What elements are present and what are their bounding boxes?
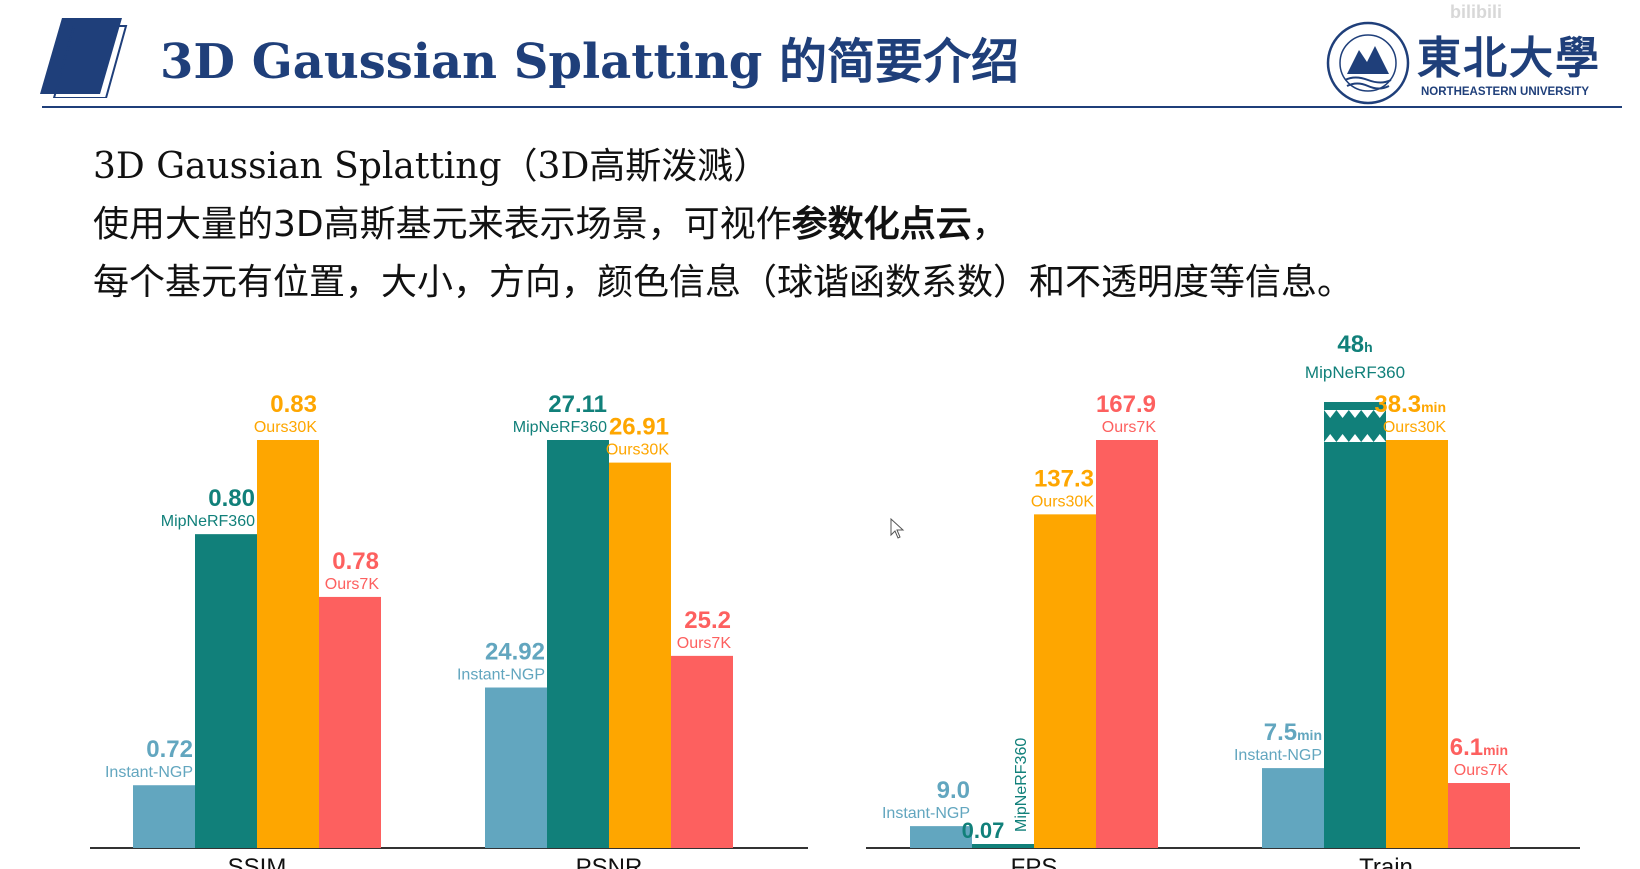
value-label-ssim-ours30k: 0.83 [270, 391, 317, 418]
intro-line-3: 每个基元有位置，大小，方向，颜色信息（球谐函数系数）和不透明度等信息。 [93, 262, 1354, 303]
value-label-psnr-instant-ngp: 24.92 [485, 639, 545, 666]
unit-label: min [1483, 742, 1508, 758]
bar-train-ours7k [1448, 783, 1510, 848]
value-label-fps-instant-ngp: 9.0 [937, 777, 970, 804]
intro-line-1: 3D Gaussian Splatting（3D高斯泼溅） [93, 146, 770, 187]
category-label-train: Train [1359, 854, 1413, 869]
value-label-ssim-instant-ngp: 0.72 [146, 736, 193, 763]
category-label-psnr: PSNR [576, 854, 643, 869]
category-label-fps: FPS [1011, 854, 1058, 869]
value-label-psnr-ours30k: 26.91 [609, 414, 669, 441]
bar-psnr-instant-ngp [485, 687, 547, 848]
intro-line-2: 使用大量的3D高斯基元来表示场景，可视作参数化点云， [93, 196, 1353, 254]
bar-psnr-mipnerf360 [547, 440, 609, 848]
value-label-train-instant-ngp: 7.5min [1264, 719, 1322, 746]
series-label-train-instant-ngp: Instant-NGP [1234, 747, 1322, 764]
series-label-psnr-ours30k: Ours30K [606, 442, 669, 459]
unit-label: min [1421, 399, 1446, 415]
slide-title: 3D Gaussian Splatting 的简要介绍 [160, 34, 1020, 90]
mouse-cursor-icon [890, 518, 905, 539]
series-label-ssim-ours30k: Ours30K [254, 419, 317, 436]
bilibili-watermark: bilibili [1450, 2, 1502, 22]
series-label-psnr-mipnerf360: MipNeRF360 [513, 419, 607, 436]
bar-fps-ours30k [1034, 514, 1096, 848]
bar-ssim-ours7k [319, 596, 381, 848]
header-parallelogram-icon [40, 18, 128, 98]
value-label-fps-ours7k: 167.9 [1096, 391, 1156, 418]
series-label-fps-instant-ngp: Instant-NGP [882, 805, 970, 822]
series-label-train-ours7k: Ours7K [1454, 762, 1509, 779]
bar-fps-ours7k [1096, 440, 1158, 848]
value-label-fps-mipnerf360: 0.07 [962, 818, 1005, 843]
bar-train-ours30k [1386, 440, 1448, 848]
university-seal-icon [1326, 21, 1410, 105]
bar-break-top-mipnerf360 [1324, 434, 1386, 442]
unit-label: min [1297, 727, 1322, 743]
bar-ssim-mipnerf360 [195, 534, 257, 848]
bar-psnr-ours30k [609, 462, 671, 848]
series-label-psnr-ours7k: Ours7K [677, 635, 732, 652]
value-label-psnr-mipnerf360: 27.11 [548, 391, 607, 418]
series-label-fps-mipnerf360: MipNeRF360 [1013, 738, 1030, 832]
value-label-fps-ours30k: 137.3 [1034, 465, 1094, 492]
series-label-train-ours30k: Ours30K [1383, 419, 1446, 436]
bar-fps-mipnerf360 [972, 844, 1034, 848]
value-label-train-mipnerf360: 48h [1337, 331, 1372, 358]
series-label-fps-ours30k: Ours30K [1031, 493, 1094, 510]
bar-break-bottom-mipnerf360 [1324, 410, 1386, 418]
value-label-psnr-ours7k: 25.2 [684, 607, 731, 634]
bar-train-mipnerf360 [1324, 410, 1386, 848]
value-label-ssim-mipnerf360: 0.80 [208, 485, 255, 512]
intro-line-2-bold: 参数化点云 [791, 204, 972, 245]
bar-psnr-ours7k [671, 655, 733, 848]
header-divider [42, 106, 1622, 108]
series-label-train-mipnerf360: MipNeRF360 [1305, 363, 1405, 382]
slide-header: 3D Gaussian Splatting 的简要介绍 東北大學 NORTHEA… [0, 0, 1640, 115]
value-label-train-ours30k: 38.3min [1374, 391, 1446, 418]
series-label-ssim-mipnerf360: MipNeRF360 [161, 513, 255, 530]
series-label-fps-ours7k: Ours7K [1102, 419, 1157, 436]
series-label-ssim-ours7k: Ours7K [325, 576, 380, 593]
unit-label: h [1364, 339, 1373, 355]
intro-text: 3D Gaussian Splatting（3D高斯泼溅） 使用大量的3D高斯基… [93, 138, 1353, 312]
bar-ssim-instant-ngp [133, 785, 195, 848]
university-logo: 東北大學 NORTHEASTERN UNIVERSITY [1325, 20, 1599, 105]
value-label-ssim-ours7k: 0.78 [332, 548, 379, 575]
university-name-cn: 東北大學 [1417, 33, 1601, 84]
bar-fps-instant-ngp [910, 826, 972, 848]
series-label-psnr-instant-ngp: Instant-NGP [457, 667, 545, 684]
university-name-en: NORTHEASTERN UNIVERSITY [1421, 86, 1590, 98]
intro-line-2-suffix: ， [971, 204, 1008, 245]
category-label-ssim: SSIM [228, 854, 287, 869]
intro-line-2-prefix: 使用大量的3D高斯基元来表示场景，可视作 [93, 204, 792, 245]
bar-train-instant-ngp [1262, 768, 1324, 848]
value-label-train-ours7k: 6.1min [1450, 734, 1508, 761]
series-label-ssim-instant-ngp: Instant-NGP [105, 764, 193, 781]
bar-ssim-ours30k [257, 440, 319, 848]
